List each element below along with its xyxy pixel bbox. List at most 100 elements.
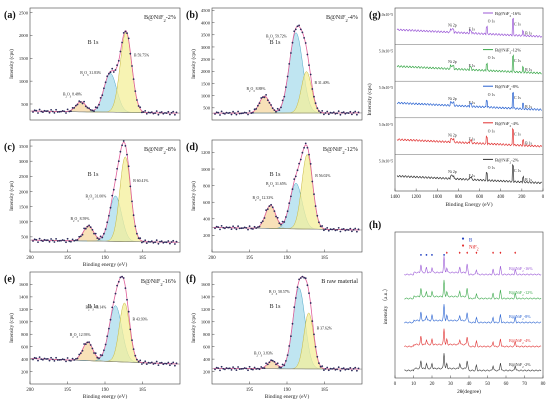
data-point — [84, 343, 87, 345]
data-point — [160, 111, 163, 113]
data-point — [71, 107, 74, 109]
data-point — [137, 237, 140, 240]
data-point — [273, 109, 276, 111]
data-point — [68, 110, 71, 113]
data-point — [157, 364, 160, 366]
data-point — [154, 112, 157, 114]
data-point — [144, 360, 147, 363]
data-point — [45, 358, 48, 360]
data-point — [283, 95, 286, 98]
peak-label: O 1s — [488, 129, 496, 133]
data-point — [121, 275, 123, 278]
x-tick-label: 1000 — [432, 195, 442, 200]
data-point — [83, 227, 85, 230]
data-point — [81, 102, 84, 105]
x-tick-label: 190 — [283, 388, 291, 393]
x-tick-label: 190 — [283, 256, 291, 261]
data-point — [232, 366, 235, 368]
panel-d: 200 400 600 800 1000 1200 200 195 190 185 Intensit… — [186, 139, 363, 261]
data-point — [96, 356, 99, 359]
data-point — [296, 169, 299, 172]
data-point — [117, 160, 120, 163]
data-point — [127, 165, 130, 168]
data-point — [93, 110, 95, 112]
data-point — [220, 225, 223, 227]
data-point — [174, 113, 176, 116]
x-tick-label: 10 — [411, 382, 416, 387]
data-point — [219, 228, 221, 231]
data-point — [48, 359, 51, 362]
data-point — [227, 367, 230, 370]
data-point — [299, 277, 302, 279]
panel-f: 200 400 600 800 1000 1200 1400 1600 195 190 185 Bin… — [186, 271, 363, 400]
data-point — [349, 227, 352, 230]
data-point — [88, 341, 90, 343]
data-point — [257, 367, 259, 370]
nif2-phase-marker: ♦ — [459, 250, 461, 255]
data-point — [278, 109, 281, 111]
x-tick-label: 600 — [476, 195, 484, 200]
data-point — [319, 365, 322, 368]
x-tick-label: 185 — [139, 256, 147, 261]
data-point — [230, 228, 233, 231]
data-point — [250, 112, 253, 114]
envelope-fit — [31, 275, 178, 365]
panel-tag: (e) — [4, 274, 15, 285]
data-point — [253, 225, 256, 228]
data-point — [103, 87, 105, 90]
data-point — [290, 52, 292, 54]
data-point — [58, 239, 61, 242]
data-point — [35, 109, 38, 112]
xrd-line — [404, 328, 542, 348]
legend-label: NiF2 — [469, 246, 479, 252]
data-point — [243, 367, 246, 369]
data-point — [83, 100, 85, 103]
envelope-fit — [31, 141, 178, 243]
data-point — [46, 239, 49, 242]
data-point — [344, 112, 347, 115]
data-point — [116, 167, 118, 170]
data-point — [32, 358, 34, 361]
data-point — [240, 112, 243, 115]
nif2-phase-marker: ♦ — [475, 250, 477, 255]
data-point — [311, 88, 314, 90]
sample-title: B raw material — [321, 278, 358, 285]
data-point — [214, 113, 216, 115]
data-point — [240, 368, 243, 370]
y-tick-label: 800 — [203, 183, 211, 188]
sample-title: B@NiF2-8% — [144, 146, 176, 155]
data-point — [134, 225, 137, 228]
data-point — [139, 359, 142, 362]
data-point — [111, 67, 114, 70]
data-point — [285, 86, 287, 88]
data-point — [293, 306, 296, 309]
data-point — [101, 236, 104, 239]
data-point — [354, 110, 357, 113]
nif2-phase-marker: ♦ — [466, 250, 468, 255]
data-point — [167, 240, 170, 242]
data-point — [263, 96, 266, 99]
x-tick-label: 60 — [504, 382, 509, 387]
component-label: B 59.75% — [134, 53, 150, 57]
x-tick-label: 185 — [321, 388, 329, 393]
data-point — [70, 110, 72, 113]
b-phase-marker: ● — [431, 252, 434, 257]
xrd-line — [404, 256, 542, 276]
y-tick-label: 1000 — [19, 320, 29, 325]
component-label: B 60.41% — [133, 179, 149, 183]
data-point — [275, 363, 277, 366]
data-point — [65, 360, 67, 363]
data-point — [329, 111, 332, 114]
plot-frame — [394, 7, 544, 192]
b1s-label: B 1s — [88, 172, 100, 178]
data-point — [174, 243, 176, 245]
panel-a: 500 1000 1500 2000 2500 Intensity (cps) (a) B@N… — [4, 7, 181, 121]
data-point — [144, 110, 147, 112]
series-label: B@NiF2-12% — [509, 290, 533, 297]
data-point — [252, 228, 254, 230]
data-point — [32, 240, 34, 242]
y-tick-label: 2500 — [19, 174, 29, 179]
plot-frame — [29, 271, 181, 385]
data-point — [233, 112, 236, 115]
